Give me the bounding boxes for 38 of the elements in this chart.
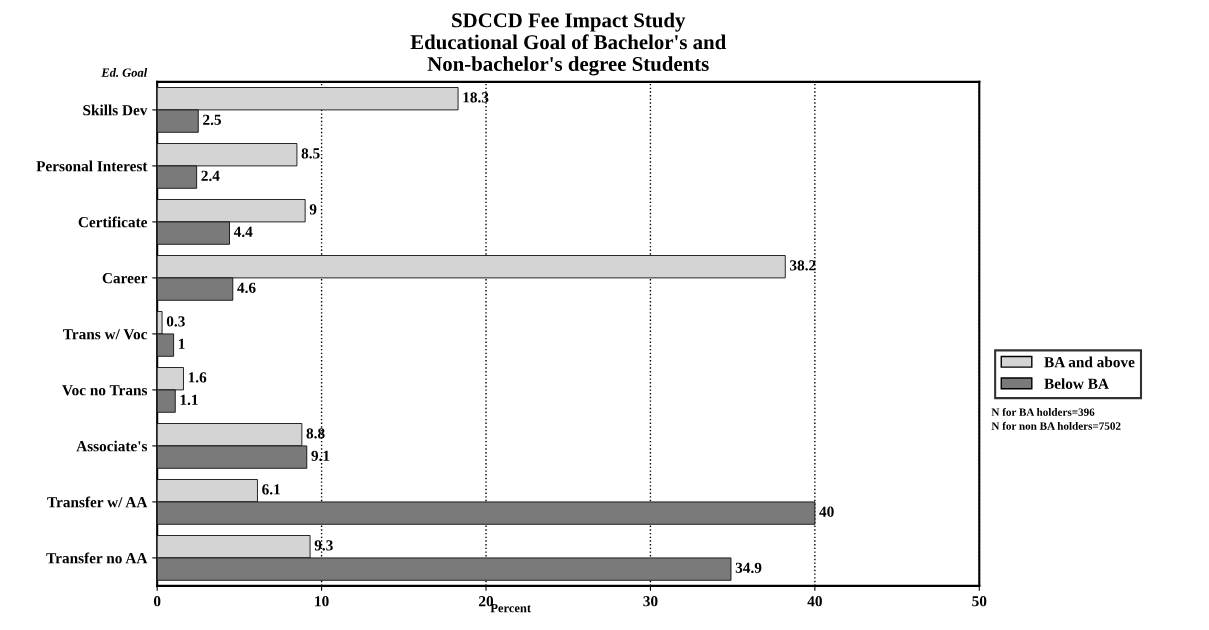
data-label: 9.1: [311, 450, 330, 461]
y-tick-label: Associate's: [76, 440, 148, 452]
data-label: 40: [819, 506, 834, 517]
y-tick-label: Voc no Trans: [62, 385, 148, 396]
data-label: 18.3: [463, 92, 489, 103]
x-tick-label: 40: [807, 596, 822, 607]
data-label: 1.1: [180, 394, 198, 405]
text: N for BA holders=396: [991, 407, 1095, 416]
y-tick-label: Transfer no AA: [46, 552, 148, 564]
data-label: 4.6: [237, 282, 256, 293]
data-label: 1: [179, 338, 185, 349]
x-tick-label: 50: [972, 596, 987, 607]
text: N for non BA holders=7502: [991, 421, 1121, 430]
data-label: 6.1: [262, 484, 280, 495]
y-tick-label: Certificate: [78, 216, 148, 228]
data-label: 4.4: [233, 226, 253, 237]
data-label: 2.5: [203, 114, 221, 125]
data-label: 9.3: [314, 540, 333, 551]
data-label: 9: [309, 204, 317, 215]
data-label: 1.6: [188, 372, 207, 383]
y-tick-label: Trans w/ Voc: [63, 329, 148, 340]
x-tick-label: 0: [153, 596, 161, 607]
legend-label: BA and above: [1044, 356, 1135, 368]
y-tick-label: Skills Dev: [83, 104, 148, 116]
y-tick-label: Personal Interest: [36, 160, 148, 172]
x-tick-label: 30: [643, 596, 658, 607]
data-label: 8.5: [301, 148, 320, 159]
data-label: 0.3: [166, 316, 185, 327]
chart-title: SDCCD Fee Impact Study Educational Goal of Bachelor's and Non-bachelor's degree Students: [410, 12, 726, 76]
y-tick-label: Career: [102, 273, 148, 284]
data-label: 2.4: [201, 170, 220, 181]
y-tick-label: Transfer w/ AA: [47, 496, 148, 508]
data-label: 34.9: [735, 562, 762, 573]
x-tick-label: 10: [315, 596, 329, 607]
y-axis-title: Ed. Goal: [101, 68, 148, 77]
data-label: 38.2: [790, 260, 816, 271]
legend-label: Below BA: [1044, 378, 1109, 389]
data-label: 8.8: [306, 428, 325, 439]
